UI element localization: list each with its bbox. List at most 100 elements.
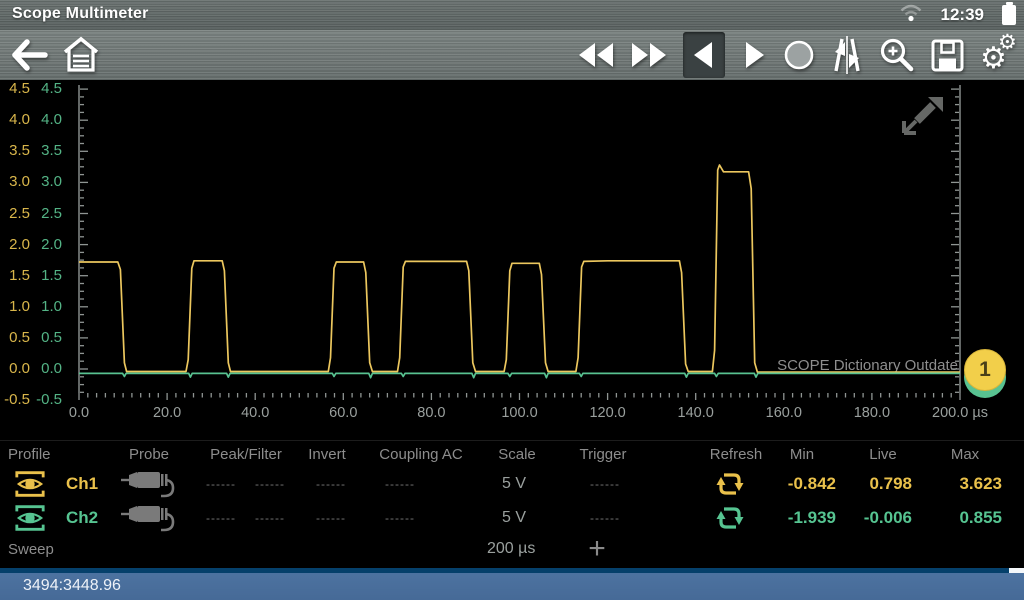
y-axis-label-ch1: -0.5 bbox=[4, 391, 30, 409]
ch1-coupling-setting[interactable]: ------ bbox=[385, 477, 415, 491]
add-button[interactable]: + bbox=[588, 532, 606, 565]
ch1-live-value: 0.798 bbox=[869, 474, 912, 493]
channel-table: Profile Probe Peak/Filter Invert Couplin… bbox=[0, 440, 1024, 568]
expand-icon[interactable] bbox=[897, 95, 945, 146]
clock: 12:39 bbox=[940, 5, 984, 24]
ch1-trigger-setting[interactable]: ------ bbox=[590, 477, 620, 491]
y-axis-label-ch2: -0.5 bbox=[36, 391, 62, 409]
back-button[interactable] bbox=[8, 37, 48, 73]
x-axis-label: 100.0 bbox=[501, 405, 538, 421]
gear-icon: ⚙ bbox=[980, 42, 1007, 75]
ch2-max-value: 0.855 bbox=[959, 508, 1002, 527]
x-axis-label: 0.0 bbox=[68, 405, 90, 421]
y-axis-label-ch1: 4.0 bbox=[9, 111, 30, 129]
waveform-plot bbox=[78, 85, 961, 400]
cursors-icon[interactable] bbox=[830, 34, 864, 76]
ch1-min-value: -0.842 bbox=[787, 474, 836, 493]
record-button[interactable] bbox=[783, 39, 815, 71]
x-axis-label: 120.0 bbox=[589, 405, 626, 421]
ch2-min-value: -1.939 bbox=[787, 508, 836, 527]
y-axis-label-ch2: 1.0 bbox=[41, 297, 62, 315]
y-axis-label-ch2: 2.5 bbox=[41, 204, 62, 222]
y-axis-label-ch1: 2.5 bbox=[9, 204, 30, 222]
scope-chart: SCOPE Dictionary Outdate 4.5 4.5 4.0 4.0 3.5… bbox=[0, 80, 1024, 440]
ch1-label[interactable]: Ch1 bbox=[66, 474, 99, 493]
probe-icon[interactable] bbox=[120, 503, 176, 533]
col-invert: Invert bbox=[308, 446, 346, 463]
watermark-text: SCOPE Dictionary Outdate bbox=[777, 357, 958, 374]
ch1-visibility-toggle[interactable] bbox=[14, 470, 46, 498]
y-axis-label-ch1: 0.5 bbox=[9, 328, 30, 346]
next-frame-button[interactable] bbox=[740, 38, 768, 72]
x-axis-label: 80.0 bbox=[417, 405, 446, 421]
x-axis-label: 160.0 bbox=[765, 405, 802, 421]
zoom-icon[interactable] bbox=[879, 37, 915, 73]
home-button[interactable] bbox=[62, 35, 100, 75]
col-refresh: Refresh bbox=[709, 446, 763, 463]
fast-forward-button[interactable] bbox=[630, 41, 668, 69]
ch1-marker[interactable]: 1 bbox=[964, 349, 1006, 391]
sweep-row: Sweep 200 µs + bbox=[0, 533, 1024, 565]
ch1-peak-setting[interactable]: ------ bbox=[206, 477, 236, 491]
status-bar: 3494:3448.96 bbox=[0, 568, 1024, 600]
col-profile: Profile bbox=[8, 446, 51, 463]
wifi-icon bbox=[899, 3, 923, 27]
save-button[interactable] bbox=[930, 38, 965, 73]
rewind-button[interactable] bbox=[577, 41, 615, 69]
y-axis-label-ch2: 1.5 bbox=[41, 266, 62, 284]
titlebar: Scope Multimeter 12:39 bbox=[0, 0, 1024, 30]
settings-button[interactable]: ⚙ ⚙ bbox=[980, 31, 1018, 76]
y-axis-label-ch1: 1.5 bbox=[9, 266, 30, 284]
previous-frame-button[interactable] bbox=[683, 32, 725, 78]
y-axis-label-ch1: 3.0 bbox=[9, 173, 30, 191]
table-row-ch2: Ch2 ------ ------ ------ ------ 5 V ----… bbox=[0, 501, 1024, 535]
ch2-scale[interactable]: 5 V bbox=[502, 509, 527, 526]
ch1-max-value: 3.623 bbox=[959, 474, 1002, 493]
y-axis-label-ch2: 4.5 bbox=[41, 80, 62, 98]
status-bar-edge bbox=[0, 568, 1024, 573]
ch1-filter-setting[interactable]: ------ bbox=[255, 477, 285, 491]
ch2-trigger-setting[interactable]: ------ bbox=[590, 511, 620, 525]
y-axis-label-ch2: 2.0 bbox=[41, 235, 62, 253]
y-axis-label-ch2: 3.0 bbox=[41, 173, 62, 191]
scroll-indicator[interactable] bbox=[1009, 568, 1024, 573]
ch2-label[interactable]: Ch2 bbox=[66, 508, 99, 527]
col-probe: Probe bbox=[128, 446, 170, 463]
ch2-visibility-toggle[interactable] bbox=[14, 504, 46, 532]
sweep-label: Sweep bbox=[8, 541, 54, 558]
ch2-peak-setting[interactable]: ------ bbox=[206, 511, 236, 525]
ch2-filter-setting[interactable]: ------ bbox=[255, 511, 285, 525]
gear-icon: ⚙ bbox=[998, 31, 1017, 54]
x-axis-label: 40.0 bbox=[241, 405, 270, 421]
x-axis-label: 20.0 bbox=[152, 405, 182, 421]
table-row-ch1: Ch1 ------ ------ ------ ------ 5 V ----… bbox=[0, 467, 1024, 501]
col-max: Max bbox=[950, 446, 980, 463]
col-min: Min bbox=[789, 446, 815, 463]
col-coupling: Coupling AC bbox=[379, 446, 463, 463]
x-axis-label: 180.0 bbox=[853, 405, 891, 421]
y-axis-label-ch2: 3.5 bbox=[41, 142, 62, 160]
y-axis-label-ch2: 0.5 bbox=[41, 328, 62, 346]
status-text: 3494:3448.96 bbox=[23, 577, 121, 594]
page-title: Scope Multimeter bbox=[12, 5, 149, 22]
x-axis-label: 60.0 bbox=[329, 405, 358, 421]
battery-icon bbox=[1002, 2, 1016, 25]
trace-ch2 bbox=[79, 372, 960, 379]
y-axis-label-ch1: 1.0 bbox=[9, 297, 30, 315]
col-trigger: Trigger bbox=[579, 446, 627, 463]
sweep-value[interactable]: 200 µs bbox=[487, 540, 536, 557]
status-cluster: 12:39 bbox=[899, 0, 1016, 30]
y-axis-label-ch1: 0.0 bbox=[9, 360, 30, 377]
ch1-refresh-button[interactable] bbox=[715, 470, 745, 498]
y-axis-label-ch1: 4.5 bbox=[9, 80, 30, 98]
ch2-invert-setting[interactable]: ------ bbox=[316, 511, 346, 525]
y-axis-label-ch2: 0.0 bbox=[41, 360, 62, 377]
ch2-coupling-setting[interactable]: ------ bbox=[385, 511, 415, 525]
ch1-scale[interactable]: 5 V bbox=[502, 475, 527, 492]
ch1-invert-setting[interactable]: ------ bbox=[316, 477, 346, 491]
probe-icon[interactable] bbox=[120, 469, 176, 499]
ch2-refresh-button[interactable] bbox=[715, 504, 745, 532]
col-scale: Scale bbox=[498, 446, 536, 463]
toolbar: ⚙ ⚙ bbox=[0, 30, 1024, 80]
